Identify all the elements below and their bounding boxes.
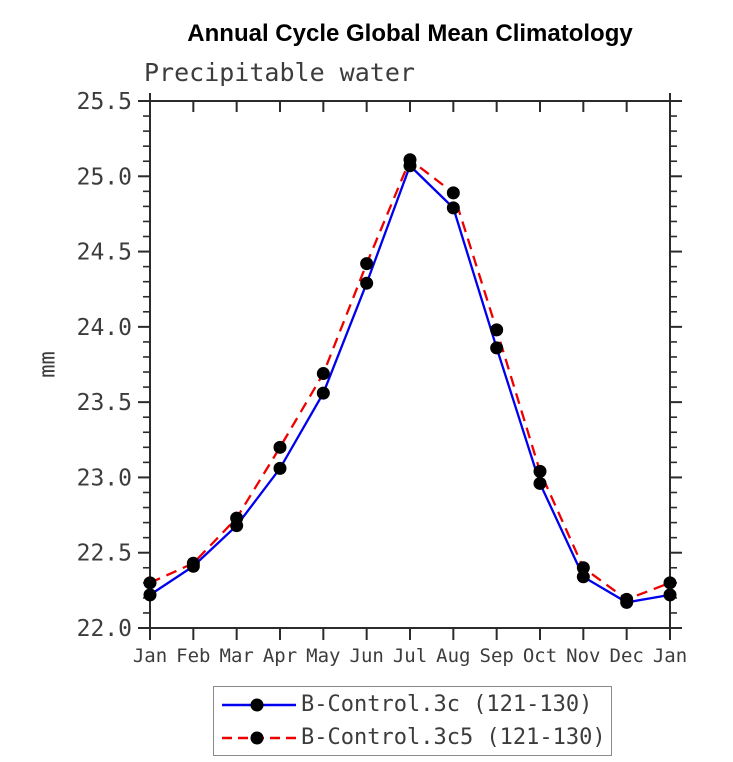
month-label: Aug (436, 645, 470, 667)
data-point (576, 561, 590, 575)
data-point (533, 476, 547, 490)
y-tick-label: 25.5 (77, 89, 132, 115)
data-point (490, 341, 504, 355)
data-point (490, 323, 504, 337)
month-label: Jul (393, 645, 427, 667)
chart-title: Annual Cycle Global Mean Climatology (187, 20, 633, 47)
data-point (446, 201, 460, 215)
data-point (316, 367, 330, 381)
data-point (143, 576, 157, 590)
data-point (360, 276, 374, 290)
data-point (316, 386, 330, 400)
legend-label: B-Control.3c5 (121-130) (301, 725, 606, 750)
x-axis-ticks (149, 101, 671, 640)
y-tick-label: 22.0 (77, 616, 132, 642)
legend-item-b-control-3c5: B-Control.3c5 (121-130) (220, 722, 611, 753)
y-tick-label: 22.5 (77, 541, 132, 567)
legend-label: B-Control.3c (121-130) (301, 692, 593, 717)
data-point (230, 511, 244, 525)
y-tick-labels: 22.0 22.5 23.0 23.5 24.0 24.5 25.0 25.5 (77, 89, 132, 642)
data-point (576, 570, 590, 584)
y-tick-label: 23.5 (77, 390, 132, 416)
month-label: Feb (176, 645, 210, 667)
y-tick-label: 24.5 (77, 240, 132, 266)
y-axis-ticks (138, 100, 682, 629)
chart-subtitle: Precipitable water (144, 58, 415, 87)
legend-item-b-control-3c: B-Control.3c (121-130) (220, 689, 611, 720)
month-label: Dec (610, 645, 644, 667)
data-point (273, 440, 287, 454)
data-point (446, 186, 460, 200)
month-label: Mar (220, 645, 254, 667)
data-point (273, 461, 287, 475)
month-label: Jun (350, 645, 384, 667)
data-point (620, 592, 634, 606)
axes-frame (149, 93, 671, 629)
legend-marker-dot (250, 731, 264, 744)
data-point (360, 257, 374, 271)
month-label: Nov (566, 645, 600, 667)
month-label: Jan (133, 645, 167, 667)
legend-box: B-Control.3c (121-130) B-Control.3c5 (12… (213, 686, 612, 756)
x-tick-labels: Jan Feb Mar Apr May Jun Jul Aug Sep Oct Nov Dec Jan (133, 645, 687, 667)
data-point (663, 576, 677, 590)
legend-line-sample-dashed (222, 731, 296, 744)
data-point (663, 588, 677, 602)
legend-marker-dot (250, 698, 264, 711)
y-tick-label: 23.0 (77, 465, 132, 491)
y-tick-label: 25.0 (77, 164, 132, 190)
data-point (186, 556, 200, 570)
month-label: Jan (653, 645, 687, 667)
data-point (403, 153, 417, 167)
legend-line-sample-solid (222, 698, 296, 711)
series-line-0 (149, 163, 671, 604)
month-label: Apr (263, 645, 297, 667)
series-markers-0 (143, 159, 677, 609)
month-label: May (306, 645, 340, 667)
month-label: Sep (480, 645, 514, 667)
y-tick-label: 24.0 (77, 315, 132, 341)
data-point (533, 464, 547, 478)
data-point (143, 588, 157, 602)
series-markers-1 (143, 153, 677, 606)
month-label: Oct (523, 645, 557, 667)
